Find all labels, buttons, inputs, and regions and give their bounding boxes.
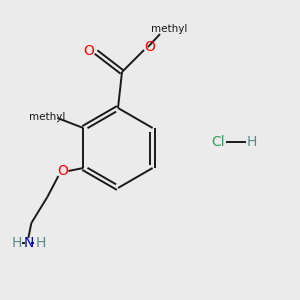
Text: methyl: methyl	[29, 112, 65, 122]
Text: N: N	[23, 236, 34, 250]
Text: H: H	[35, 236, 46, 250]
Text: H: H	[11, 236, 22, 250]
Text: methyl: methyl	[151, 24, 187, 34]
Text: O: O	[57, 164, 68, 178]
Text: H: H	[247, 135, 257, 149]
Text: Cl: Cl	[211, 135, 225, 149]
Text: O: O	[145, 40, 155, 54]
Text: O: O	[84, 44, 94, 58]
